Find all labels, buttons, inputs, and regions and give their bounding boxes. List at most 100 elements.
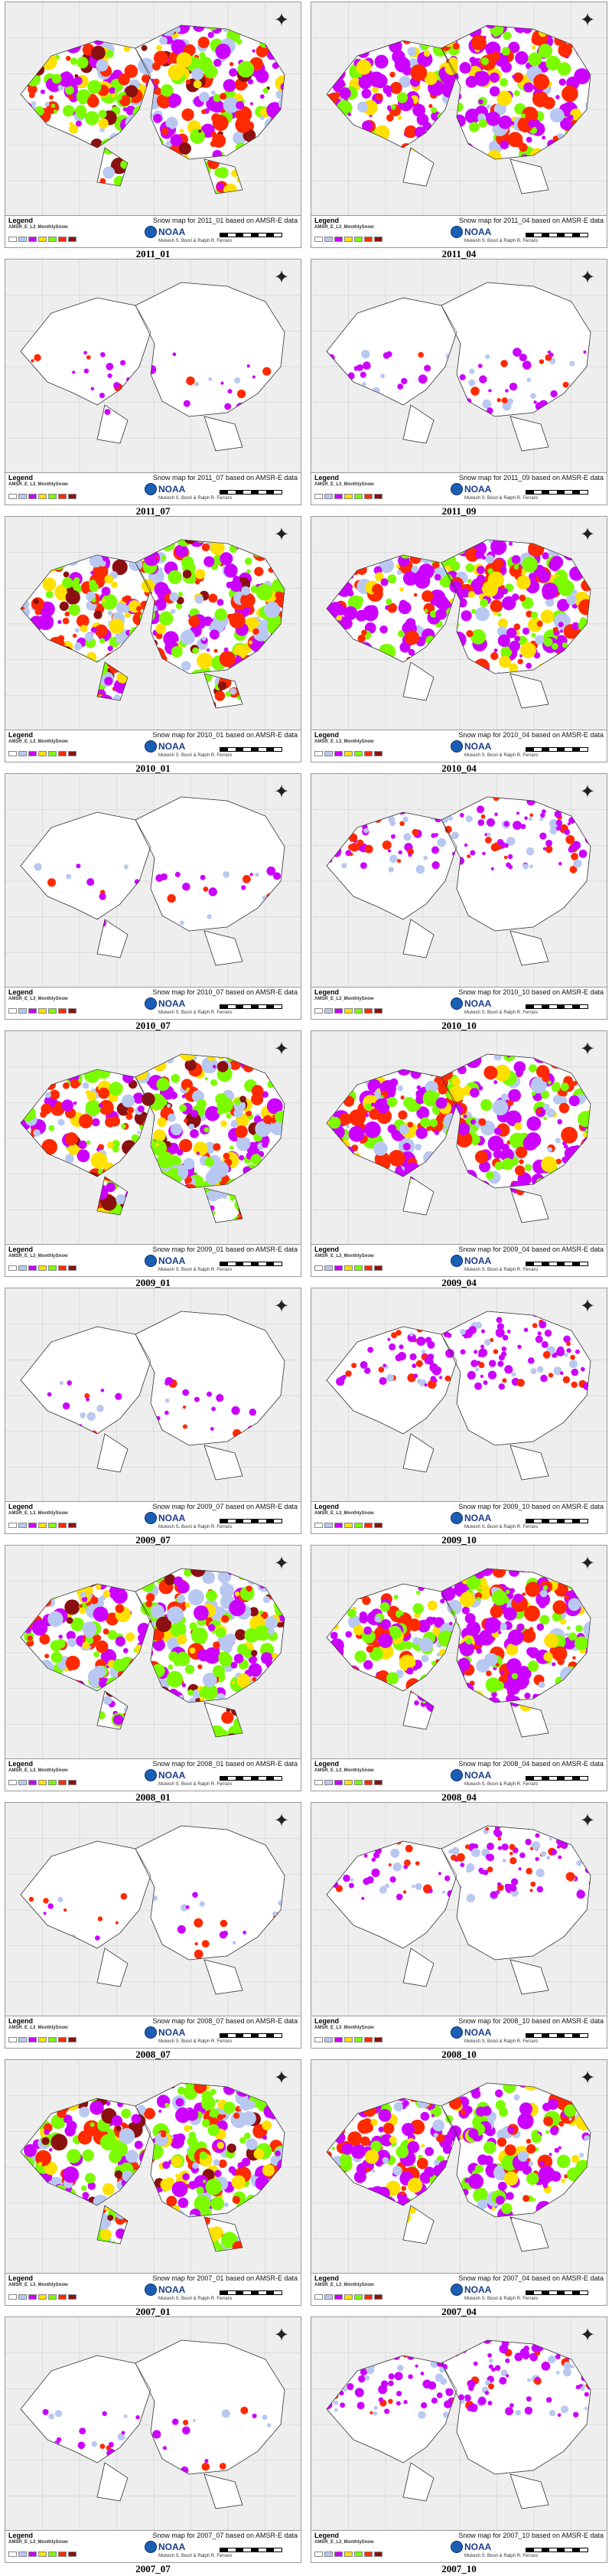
snow-patch bbox=[114, 89, 119, 93]
snow-patch bbox=[402, 816, 409, 822]
snow-patch bbox=[45, 178, 50, 183]
product-name: AMSR_E_L3_MonthlySnow bbox=[8, 1511, 68, 1516]
legend-heading: Legend bbox=[314, 1246, 340, 1253]
snow-patch bbox=[90, 387, 95, 391]
snow-patch bbox=[423, 50, 431, 57]
snow-patch bbox=[85, 408, 90, 413]
snow-map-panel: ✦ Legend Snow map for 2011_07 based on AMS… bbox=[5, 259, 301, 517]
snow-patch bbox=[491, 51, 501, 61]
snow-patch bbox=[144, 150, 159, 165]
snow-patch bbox=[285, 77, 291, 82]
snow-patch bbox=[159, 170, 168, 180]
snow-patch bbox=[573, 638, 588, 652]
snow-patch bbox=[224, 403, 232, 410]
snow-patch bbox=[558, 78, 566, 86]
snow-patch bbox=[207, 1391, 213, 1397]
snow-patch bbox=[72, 371, 76, 374]
snow-patch bbox=[390, 797, 399, 805]
snow-patch bbox=[266, 1577, 284, 1595]
snow-patch bbox=[450, 1182, 465, 1197]
snow-patch bbox=[516, 1623, 525, 1631]
snow-patch bbox=[557, 1346, 565, 1353]
snow-patch bbox=[590, 87, 591, 96]
agency-logo: NOAA bbox=[158, 1255, 186, 1266]
snow-patch bbox=[261, 1693, 273, 1706]
snow-patch bbox=[260, 1652, 273, 1664]
snow-patch bbox=[377, 1089, 381, 1092]
snow-patch bbox=[129, 148, 145, 162]
snow-patch bbox=[584, 137, 591, 155]
snow-patch bbox=[193, 1141, 208, 1157]
snow-patch bbox=[21, 1608, 35, 1624]
snow-patch bbox=[137, 1105, 145, 1112]
snow-patch bbox=[115, 1167, 125, 1177]
snow-patch bbox=[268, 1581, 282, 1595]
snow-map-svg bbox=[311, 1803, 607, 2016]
snow-patch bbox=[261, 1646, 268, 1653]
snow-patch bbox=[439, 1376, 443, 1379]
snow-patch bbox=[387, 1337, 391, 1341]
snow-patch bbox=[321, 1326, 324, 1329]
snow-patch bbox=[51, 647, 56, 651]
snow-patch bbox=[511, 1673, 518, 1680]
snow-patch bbox=[249, 1200, 262, 1213]
snow-patch bbox=[345, 1135, 349, 1138]
snow-patch bbox=[327, 1138, 334, 1151]
snow-patch bbox=[246, 25, 260, 30]
snow-patch bbox=[327, 552, 331, 563]
snow-patch bbox=[47, 1211, 54, 1219]
snow-patch bbox=[64, 611, 70, 617]
snow-patch bbox=[576, 1889, 585, 1899]
snow-patch bbox=[519, 1159, 524, 1164]
snow-patch bbox=[506, 1330, 511, 1334]
snow-patch bbox=[105, 1056, 119, 1069]
snow-patch bbox=[275, 664, 285, 675]
snow-patch bbox=[327, 626, 334, 642]
snow-patch bbox=[65, 1132, 79, 1146]
snow-patch bbox=[194, 1722, 201, 1730]
snow-patch bbox=[30, 1144, 34, 1148]
snow-patch bbox=[227, 389, 233, 394]
snow-patch bbox=[115, 1921, 119, 1925]
snow-patch bbox=[190, 1627, 208, 1644]
snow-patch bbox=[360, 1181, 368, 1189]
legend-heading: Legend bbox=[8, 988, 34, 996]
snow-patch bbox=[425, 797, 433, 799]
snow-patch bbox=[266, 552, 271, 557]
snow-patch bbox=[498, 618, 508, 628]
snow-patch bbox=[568, 114, 574, 121]
snow-patch bbox=[359, 1614, 369, 1624]
snow-patch bbox=[226, 1178, 243, 1196]
snow-patch bbox=[28, 1735, 35, 1737]
snow-class-swatch bbox=[374, 750, 382, 756]
noaa-logo-icon bbox=[451, 997, 463, 1010]
snow-patch bbox=[350, 1156, 361, 1167]
snow-patch bbox=[498, 1383, 505, 1390]
snow-patch bbox=[149, 1054, 164, 1060]
snow-patch bbox=[99, 127, 105, 132]
snow-patch bbox=[553, 1689, 566, 1702]
snow-patch bbox=[201, 1683, 218, 1700]
panel-date-label: 2011_07 bbox=[135, 505, 171, 517]
snow-patch bbox=[555, 95, 560, 100]
legend-bar: Legend Snow map for 2008_04 based on AMSR… bbox=[311, 1759, 607, 1791]
snow-map-panel: ✦ Legend Snow map for 2011_09 based on AMS… bbox=[311, 259, 607, 517]
snow-patch bbox=[492, 1609, 496, 1614]
snow-patch bbox=[106, 1677, 121, 1692]
snow-patch bbox=[327, 1656, 337, 1671]
snow-patch bbox=[411, 30, 417, 35]
snow-patch bbox=[483, 1380, 488, 1386]
snow-patch bbox=[90, 1203, 98, 1211]
snow-map-svg bbox=[5, 774, 301, 987]
snow-patch bbox=[441, 540, 455, 550]
snow-patch bbox=[540, 609, 555, 624]
agency-logo: NOAA bbox=[158, 741, 186, 752]
snow-patch bbox=[337, 121, 349, 133]
snow-patch bbox=[327, 1676, 330, 1683]
snow-patch bbox=[187, 1187, 200, 1201]
snow-patch bbox=[343, 31, 360, 47]
snow-patch bbox=[578, 1111, 591, 1128]
snow-patch bbox=[589, 1154, 591, 1164]
snow-patch bbox=[108, 185, 120, 194]
snow-patch bbox=[274, 1076, 283, 1084]
